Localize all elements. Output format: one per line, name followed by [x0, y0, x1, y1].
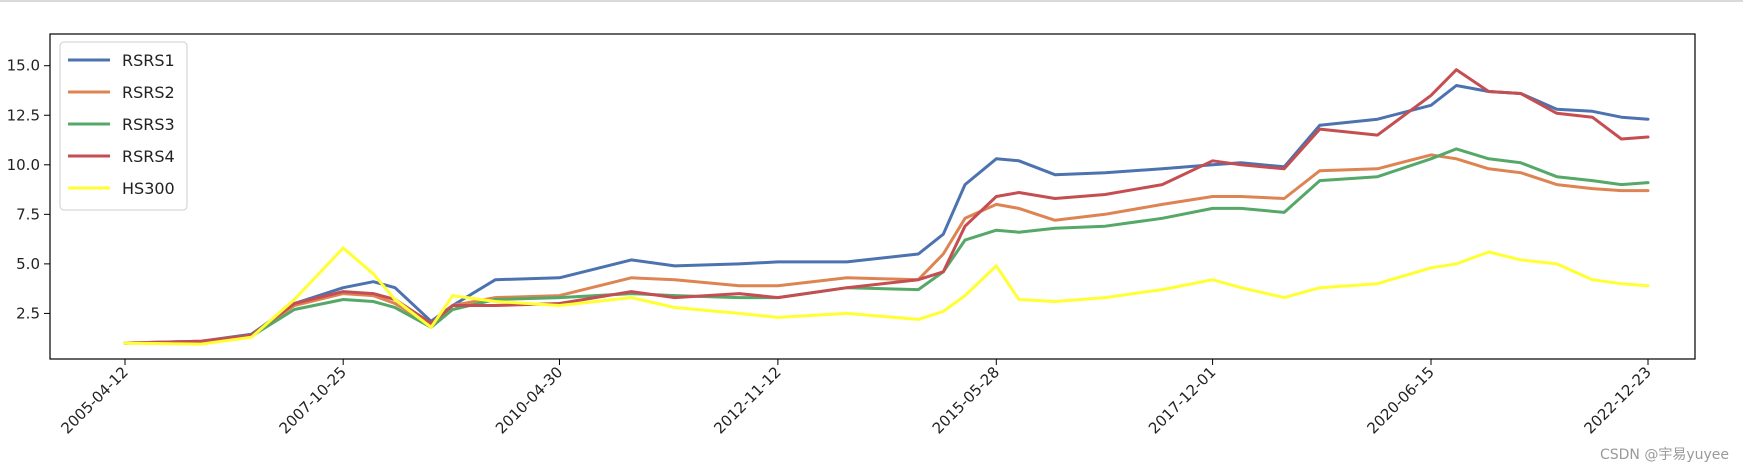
series-lines — [123, 68, 1650, 346]
legend-label-hs300: HS300 — [122, 179, 175, 198]
y-tick-label: 5.0 — [16, 255, 40, 273]
x-tick-label: 2005-04-12 — [57, 363, 131, 437]
x-tick-label: 2007-10-25 — [276, 363, 350, 437]
x-tick-label: 2022-12-23 — [1580, 363, 1654, 437]
y-tick-label: 7.5 — [16, 205, 40, 223]
y-axis: 2.5 5.0 7.5 10.0 12.5 15.0 — [7, 57, 50, 322]
series-line-rsrs2 — [123, 153, 1650, 345]
legend-box — [59, 41, 188, 211]
top-border — [0, 0, 1743, 2]
legend-label-rsrs3: RSRS3 — [122, 115, 175, 134]
legend-label-rsrs2: RSRS2 — [122, 83, 175, 102]
series-line-rsrs4 — [123, 68, 1650, 345]
series-line-rsrs3 — [123, 147, 1650, 345]
plot-frame — [49, 33, 1696, 360]
y-tick-label: 12.5 — [7, 106, 40, 124]
x-axis: 2005-04-12 2007-10-25 2010-04-30 2012-11-12… — [57, 359, 1655, 437]
x-tick-label: 2017-12-01 — [1145, 363, 1219, 437]
x-tick-label: 2012-11-12 — [710, 363, 784, 437]
legend: RSRS1 RSRS2 RSRS3 RSRS4 HS300 — [59, 41, 188, 211]
x-tick-label: 2015-05-28 — [929, 363, 1003, 437]
series-line-hs300 — [123, 246, 1650, 346]
legend-label-rsrs4: RSRS4 — [122, 147, 175, 166]
series-line-rsrs1 — [123, 84, 1650, 345]
x-tick-label: 2020-06-15 — [1363, 363, 1437, 437]
y-tick-label: 2.5 — [16, 304, 40, 322]
watermark: CSDN @宇易yuyee — [1599, 447, 1729, 463]
y-tick-label: 10.0 — [7, 156, 40, 174]
x-tick-label: 2010-04-30 — [492, 363, 566, 437]
legend-label-rsrs1: RSRS1 — [122, 51, 175, 70]
y-tick-label: 15.0 — [7, 57, 40, 75]
